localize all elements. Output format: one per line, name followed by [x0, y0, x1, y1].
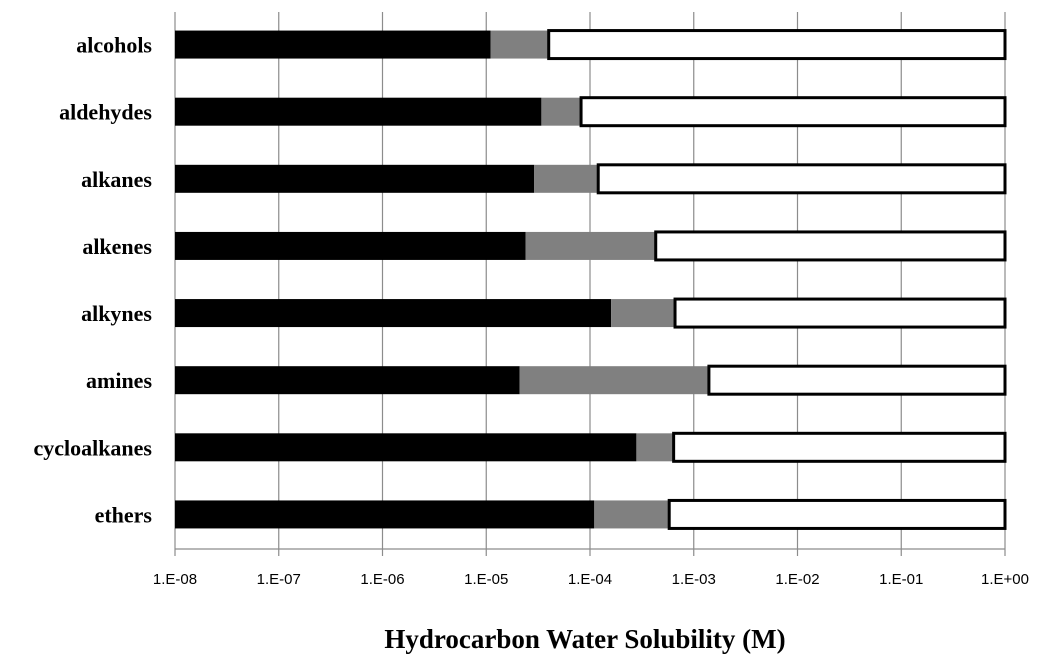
x-tick-label: 1.E-08 — [153, 571, 197, 588]
category-label-alkynes: alkynes — [81, 301, 152, 326]
bar-segment-alkanes-3 — [596, 163, 1007, 195]
category-label-alkanes: alkanes — [81, 167, 152, 192]
x-tick-label: 1.E-03 — [672, 571, 716, 588]
bar-segment-alkenes-3 — [654, 230, 1007, 262]
category-label-ethers: ethers — [95, 502, 153, 527]
bar-segment-ethers-3 — [667, 498, 1007, 530]
x-axis: 1.E-08 1.E-07 1.E-06 1.E-05 1.E-04 1.E-03 1.E-… — [153, 548, 1029, 588]
bar-segment-alkanes-1 — [175, 164, 535, 193]
x-axis-title: Hydrocarbon Water Solubility (M) — [384, 624, 785, 654]
bar-segment-alcohols-2 — [490, 30, 549, 59]
bar-segment-alkynes-2 — [611, 299, 676, 328]
bar-segment-cycloalkanes-2 — [636, 433, 674, 462]
bar-group — [175, 29, 1007, 530]
category-label-cycloalkanes: cycloalkanes — [33, 435, 152, 460]
category-label-alcohols: alcohols — [76, 33, 152, 58]
bar-segment-amines-1 — [175, 366, 520, 395]
x-tick-label: 1.E+00 — [981, 571, 1029, 588]
bar-segment-alkynes-1 — [175, 299, 612, 328]
bar-segment-amines-2 — [519, 366, 709, 395]
bar-segment-alkanes-2 — [534, 164, 599, 193]
bar-segment-alcohols-1 — [175, 30, 491, 59]
bar-segment-amines-3 — [707, 364, 1007, 396]
category-labels: alcohols aldehydes alkanes alkenes alkynes am… — [33, 33, 152, 528]
bar-segment-alkynes-3 — [673, 297, 1007, 329]
x-tick-label: 1.E-06 — [360, 571, 404, 588]
bar-segment-alcohols-3 — [547, 29, 1007, 61]
bar-segment-aldehydes-1 — [175, 97, 542, 126]
x-tick-label: 1.E-07 — [257, 571, 301, 588]
bar-segment-alkenes-1 — [175, 231, 526, 260]
bar-segment-aldehydes-3 — [579, 96, 1007, 128]
bar-segment-aldehydes-2 — [541, 97, 582, 126]
category-label-amines: amines — [86, 368, 152, 393]
gridlines — [174, 12, 1006, 549]
category-label-alkenes: alkenes — [82, 234, 152, 259]
x-tick-label: 1.E-02 — [775, 571, 819, 588]
bar-segment-cycloalkanes-1 — [175, 433, 637, 462]
category-label-aldehydes: aldehydes — [59, 100, 152, 125]
x-tick-label: 1.E-04 — [568, 571, 612, 588]
bar-segment-alkenes-2 — [525, 231, 656, 260]
bar-segment-ethers-1 — [175, 500, 595, 529]
bar-segment-cycloalkanes-3 — [672, 431, 1007, 463]
x-tick-label: 1.E-05 — [464, 571, 508, 588]
bar-segment-ethers-2 — [594, 500, 670, 529]
x-tick-label: 1.E-01 — [879, 571, 923, 588]
